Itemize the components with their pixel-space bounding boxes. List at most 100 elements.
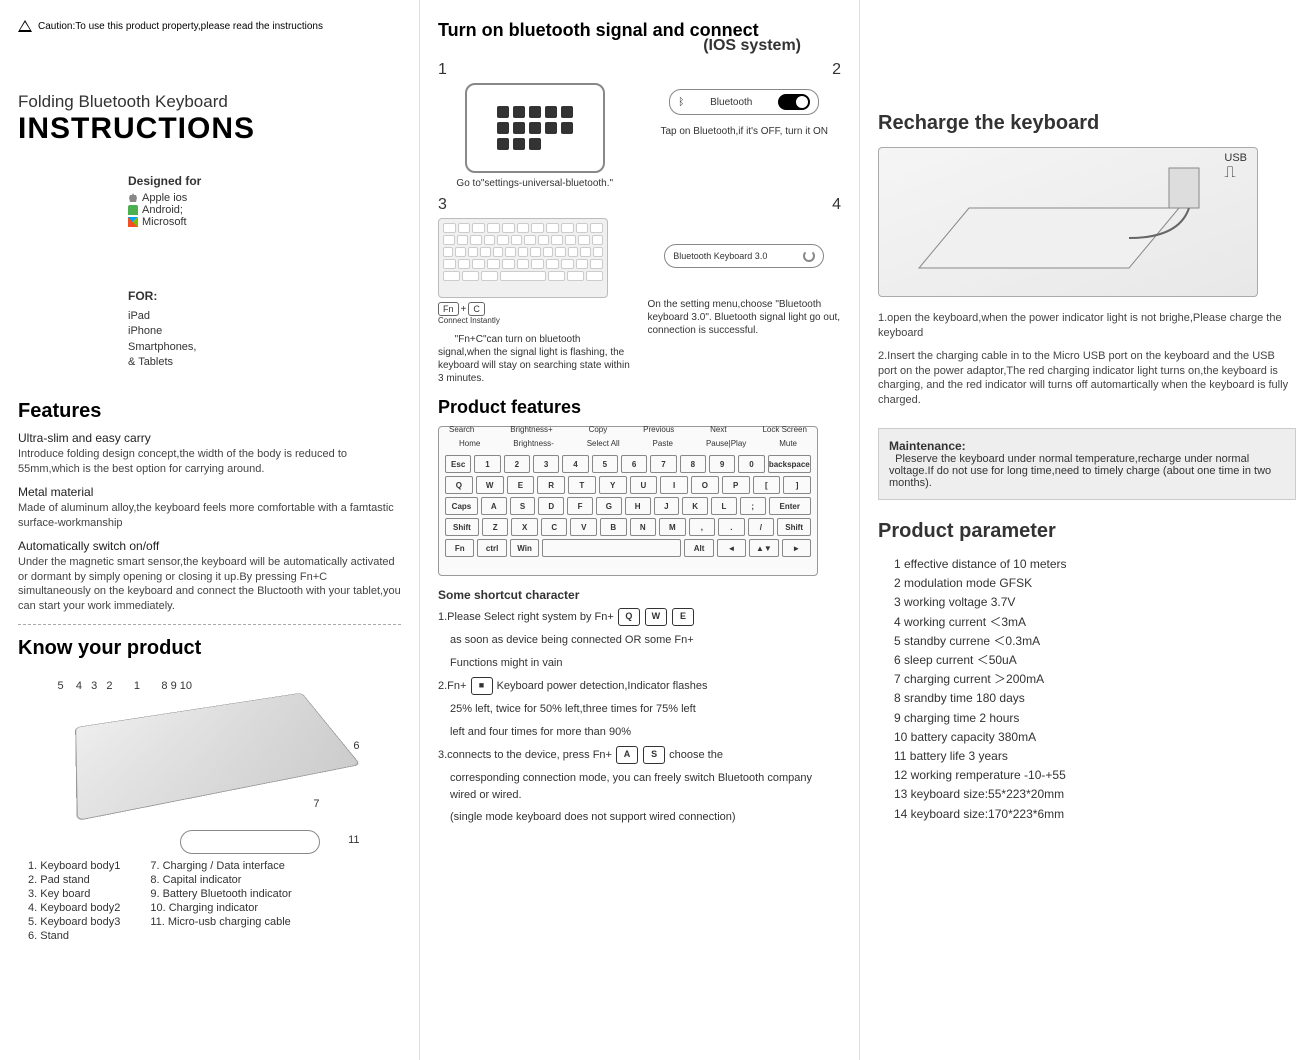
connect-instantly: Connect Instantly (438, 316, 632, 325)
step-4: 4 Bluetooth Keyboard 3.0 On the setting … (648, 196, 842, 337)
bluetooth-toggle-bar: ᛒ Bluetooth (669, 89, 819, 115)
e-key: E (672, 608, 694, 626)
legend-left: 1. Keyboard body1 2. Pad stand 3. Key bo… (28, 858, 120, 944)
fn-c-combo: Fn + C (438, 302, 632, 316)
step-2: 2 ᛒ Bluetooth Tap on Bluetooth,if it's O… (648, 61, 842, 138)
param-item: 14 keyboard size:170*223*6mm (894, 805, 1296, 824)
usb-icon: ⎍ (1224, 164, 1235, 181)
title-big: INSTRUCTIONS (18, 112, 401, 146)
sc-line: Functions might in vain (438, 655, 841, 672)
os-android: Android; (128, 204, 401, 216)
kb-function-labels-top: Search Brightness+ Copy Previous Next Lo… (449, 425, 807, 434)
middle-panel: Turn on bluetooth signal and connect (IO… (420, 0, 860, 1060)
param-item: 11 battery life 3 years (894, 747, 1296, 766)
app-grid (497, 106, 573, 150)
callout-7: 7 (313, 798, 319, 810)
step-num-4: 4 (832, 196, 841, 213)
maintenance-text: Pleserve the keyboard under normal tempe… (889, 453, 1285, 489)
know-product-heading: Know your product (18, 637, 401, 660)
shortcut-section: Some shortcut character 1.Please Select … (438, 588, 841, 826)
os-apple: Apple ios (128, 192, 401, 204)
toggle-on-icon (778, 94, 810, 110)
designed-for-label: Designed for (128, 174, 401, 188)
feature1-text: Introduce folding design concept,the wid… (18, 447, 401, 477)
step-num-2: 2 (832, 61, 841, 78)
legend-item: 3. Key board (28, 888, 120, 900)
a-key: A (616, 746, 638, 764)
android-icon (128, 205, 138, 215)
power-key-icon: ■ (471, 677, 493, 695)
divider (18, 624, 401, 625)
feature1-heading: Ultra-slim and easy carry (18, 431, 401, 445)
keyboard-recharge-svg (879, 148, 1259, 298)
plus-sign: + (461, 304, 467, 315)
recharge-illustration: USB ⎍ (878, 147, 1258, 297)
feature3-text: Under the magnetic smart sensor,the keyb… (18, 555, 401, 614)
s-key: S (643, 746, 665, 764)
maintenance-heading: Maintenance: (889, 439, 966, 453)
bt-device-bar: Bluetooth Keyboard 3.0 (664, 244, 824, 268)
caution-line: Caution:To use this product property,ple… (18, 20, 401, 32)
legend-item: 9. Battery Bluetooth indicator (150, 888, 291, 900)
step3-text: "Fn+C"can turn on bluetooth signal,when … (438, 333, 632, 385)
features-heading: Features (18, 400, 401, 423)
spinner-icon (803, 250, 815, 262)
param-item: 10 battery capacity 380mA (894, 728, 1296, 747)
w-key: W (645, 608, 667, 626)
step2-caption: Tap on Bluetooth,if it's OFF, turn it ON (648, 125, 842, 138)
sc-line: 1.Please Select right system by Fn+ Q W … (438, 608, 841, 626)
warning-icon (18, 20, 32, 32)
legend-item: 11. Micro-usb charging cable (150, 916, 291, 928)
diagram-legend: 1. Keyboard body1 2. Pad stand 3. Key bo… (18, 858, 401, 944)
cable-illustration (180, 830, 320, 854)
bt-label: Bluetooth (710, 97, 752, 108)
legend-right: 7. Charging / Data interface 8. Capital … (150, 858, 291, 944)
step-num-1: 1 (438, 61, 447, 78)
feature3-heading: Automatically switch on/off (18, 539, 401, 553)
shortcut-heading: Some shortcut character (438, 588, 841, 602)
bt-device-label: Bluetooth Keyboard 3.0 (673, 251, 767, 261)
caution-text: Caution:To use this product property,ple… (38, 21, 323, 32)
right-panel: Recharge the keyboard USB ⎍ 1.open the k… (860, 0, 1314, 1060)
for-block: FOR: iPad iPhone Smartphones, & Tablets (128, 288, 401, 370)
product-diagram: 5 4 3 2 1 8 9 10 6 7 11 (20, 680, 400, 850)
step1-caption: Go to"settings-universal-bluetooth." (438, 177, 632, 190)
legend-item: 2. Pad stand (28, 874, 120, 886)
callout-11: 11 (348, 834, 359, 846)
bt-icon: ᛒ (678, 97, 684, 108)
microsoft-icon (128, 217, 138, 227)
param-item: 2 modulation mode GFSK (894, 574, 1296, 593)
recharge-step-2: 2.Insert the charging cable in to the Mi… (878, 349, 1296, 408)
sc-line: as soon as device being connected OR som… (438, 632, 841, 649)
legend-item: 6. Stand (28, 930, 120, 942)
sc-line: 25% left, twice for 50% left,three times… (438, 701, 841, 718)
recharge-step-1: 1.open the keyboard,when the power indic… (878, 311, 1296, 341)
sc-line: (single mode keyboard does not support w… (438, 809, 841, 826)
recharge-heading: Recharge the keyboard (878, 112, 1296, 135)
feature2-text: Made of aluminum alloy,the keyboard feel… (18, 501, 401, 531)
param-item: 12 working remperature -10-+55 (894, 766, 1296, 785)
param-item: 3 working voltage 3.7V (894, 593, 1296, 612)
param-item: 8 srandby time 180 days (894, 689, 1296, 708)
legend-item: 4. Keyboard body2 (28, 902, 120, 914)
param-item: 1 effective distance of 10 meters (894, 555, 1296, 574)
product-features-heading: Product features (438, 397, 841, 418)
for-items: iPad iPhone Smartphones, & Tablets (128, 309, 401, 371)
for-label: FOR: (128, 288, 401, 305)
mini-keyboard-illustration (438, 218, 608, 298)
q-key: Q (618, 608, 640, 626)
param-item: 7 charging current ＞200mA (894, 670, 1296, 689)
apple-icon (128, 193, 138, 203)
legend-item: 7. Charging / Data interface (150, 860, 291, 872)
sc-line: 2.Fn+ ■ Keyboard power detection,Indicat… (438, 677, 841, 695)
legend-item: 1. Keyboard body1 (28, 860, 120, 872)
designed-for-block: Designed for Apple ios Android; Microsof… (128, 174, 401, 228)
c-key: C (468, 302, 485, 316)
kb-function-labels-2: Home Brightness- Select All Paste Pause|… (459, 439, 797, 448)
param-item: 6 sleep current ＜50uA (894, 651, 1296, 670)
sc-line: left and four times for more than 90% (438, 724, 841, 741)
param-item: 4 working current ＜3mA (894, 613, 1296, 632)
parameter-list: 1 effective distance of 10 meters 2 modu… (894, 555, 1296, 824)
sc-line: 3.connects to the device, press Fn+ A S … (438, 746, 841, 764)
legend-item: 8. Capital indicator (150, 874, 291, 886)
